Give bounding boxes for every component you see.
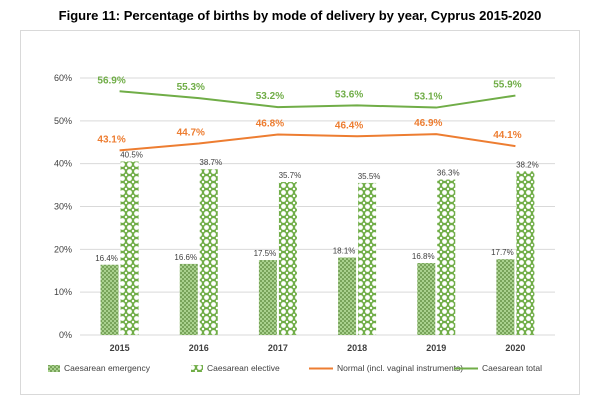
x-tick-label: 2017 — [268, 343, 288, 353]
bar-caesarean-emergency — [100, 264, 119, 335]
bar-caesarean-elective — [199, 169, 218, 335]
data-label-caesarean-emergency: 18.1% — [333, 246, 356, 255]
y-tick-label: 20% — [54, 244, 72, 254]
data-label-normal: 46.8% — [256, 119, 284, 130]
data-label-caesarean-emergency: 16.8% — [412, 252, 435, 261]
bar-caesarean-elective — [120, 161, 139, 335]
bar-caesarean-elective — [437, 179, 456, 335]
legend-label-normal: Normal (incl. vaginal instruments) — [337, 363, 463, 373]
y-tick-label: 10% — [54, 287, 72, 297]
data-label-caesarean-elective: 36.3% — [437, 169, 460, 178]
bar-caesarean-emergency — [417, 263, 436, 335]
data-label-caesarean-emergency: 17.5% — [254, 249, 277, 258]
data-label-caesarean-elective: 40.5% — [120, 151, 143, 160]
bar-caesarean-emergency — [338, 257, 357, 335]
x-tick-label: 2015 — [110, 343, 130, 353]
x-tick-label: 2016 — [189, 343, 209, 353]
data-label-caesarean-emergency: 17.7% — [491, 248, 514, 257]
data-label-normal: 44.1% — [493, 130, 521, 141]
x-tick-label: 2020 — [505, 343, 525, 353]
legend-label-caesarean-elective: Caesarean elective — [207, 363, 280, 373]
data-label-caesarean-elective: 38.7% — [199, 158, 222, 167]
data-label-caesarean-total: 56.9% — [97, 75, 125, 86]
legend-label-caesarean-total: Caesarean total — [482, 363, 542, 373]
data-label-normal: 46.9% — [414, 118, 442, 129]
data-label-caesarean-elective: 35.5% — [358, 172, 381, 181]
data-label-caesarean-emergency: 16.6% — [174, 253, 197, 262]
bar-caesarean-emergency — [179, 263, 198, 335]
legend-swatch-caesarean-elective — [191, 365, 203, 372]
y-tick-label: 0% — [59, 330, 72, 340]
data-label-caesarean-total: 55.9% — [493, 80, 521, 91]
data-label-caesarean-elective: 35.7% — [279, 171, 302, 180]
y-tick-label: 50% — [54, 116, 72, 126]
data-label-caesarean-elective: 38.2% — [516, 160, 539, 169]
y-tick-label: 40% — [54, 159, 72, 169]
y-tick-label: 30% — [54, 202, 72, 212]
x-tick-label: 2018 — [347, 343, 367, 353]
line-normal — [119, 133, 516, 152]
data-label-normal: 43.1% — [97, 134, 125, 145]
data-label-caesarean-total: 53.1% — [414, 92, 442, 103]
chart-title: Figure 11: Percentage of births by mode … — [58, 8, 542, 23]
legend-swatch-caesarean-emergency — [48, 365, 60, 372]
bar-caesarean-elective — [516, 171, 535, 335]
bar-caesarean-emergency — [258, 260, 277, 335]
data-label-normal: 46.4% — [335, 120, 363, 131]
chart-frame — [20, 30, 580, 395]
line-caesarean-total — [119, 90, 516, 109]
bar-caesarean-elective — [358, 182, 377, 335]
data-label-normal: 44.7% — [177, 128, 205, 139]
data-label-caesarean-total: 55.3% — [177, 82, 205, 93]
legend-label-caesarean-emergency: Caesarean emergency — [64, 363, 151, 373]
x-tick-label: 2019 — [426, 343, 446, 353]
data-label-caesarean-total: 53.6% — [335, 89, 363, 100]
bar-caesarean-emergency — [496, 259, 515, 335]
bar-caesarean-elective — [278, 182, 297, 335]
y-tick-label: 60% — [54, 73, 72, 83]
data-label-caesarean-total: 53.2% — [256, 91, 284, 102]
data-label-caesarean-emergency: 16.4% — [95, 254, 118, 263]
